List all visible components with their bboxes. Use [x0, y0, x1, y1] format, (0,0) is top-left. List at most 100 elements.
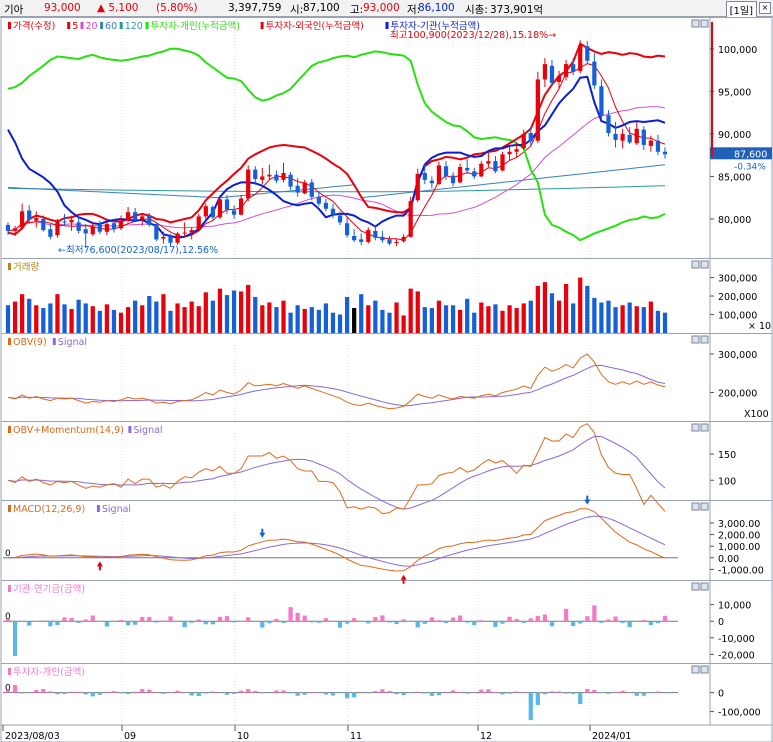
- indiv-bar: [500, 692, 505, 695]
- inst-bar: [500, 621, 505, 624]
- candle: [182, 232, 187, 234]
- close-icon[interactable]: ×: [759, 2, 771, 14]
- candle: [352, 235, 357, 241]
- stock-name: 기아: [4, 4, 24, 16]
- price-y-tick: 80,000: [718, 215, 751, 226]
- volume-bar: [140, 305, 145, 333]
- candle: [210, 207, 215, 218]
- inst-bar: [330, 621, 336, 622]
- price-close-button: [700, 19, 709, 28]
- inst-bar: [578, 621, 583, 624]
- macd-sell-arrow-icon: [584, 495, 591, 505]
- obv-unit: X100: [744, 409, 769, 420]
- price-legend-label: 투자자-외국인(누적금액): [266, 20, 364, 32]
- candle: [571, 64, 576, 72]
- indiv-bar: [20, 692, 25, 694]
- candle: [27, 210, 32, 220]
- volume-bar: [309, 307, 314, 333]
- indiv-bar: [662, 692, 668, 694]
- inst-bar: [27, 621, 32, 626]
- indiv-bar: [585, 688, 590, 693]
- obvm-y-tick: 150: [718, 450, 736, 461]
- current-price: 93,000: [44, 2, 81, 14]
- inst-bar: [55, 621, 60, 625]
- candle: [253, 169, 258, 179]
- x-axis-label: 11: [350, 731, 362, 742]
- inst-bar: [154, 621, 159, 623]
- volume-bar: [111, 309, 117, 333]
- candle: [147, 215, 152, 225]
- candle: [323, 202, 329, 209]
- open-value: 87,100: [303, 2, 340, 14]
- candle: [69, 219, 74, 223]
- inst-bar: [104, 621, 110, 627]
- inst-bar: [549, 621, 555, 627]
- price-y-tick: 85,000: [718, 172, 751, 183]
- stock-chart[interactable]: 2023/08/03 09 10 11 12 2024/01 100,000 95,000 90…: [0, 17, 773, 742]
- candle: [641, 129, 646, 145]
- inst-bar: [196, 619, 201, 622]
- indiv-bar: [90, 692, 95, 697]
- price-legend-swatch: [8, 22, 11, 29]
- volume-bar: [465, 298, 470, 333]
- volume-bar: [118, 312, 124, 333]
- price-legend-label: 5: [72, 21, 78, 32]
- macd-buy-arrow-icon: [96, 561, 103, 571]
- inst-y-tick: -10,000: [718, 634, 755, 645]
- indiv-bar: [450, 690, 456, 693]
- indiv-bar: [366, 692, 371, 694]
- candle: [154, 224, 159, 240]
- volume-bar: [224, 295, 230, 333]
- inst-bar: [337, 621, 343, 628]
- inst-bar: [606, 619, 611, 622]
- volume-bar: [168, 310, 173, 333]
- current-price-label: 87,600: [734, 149, 767, 160]
- volume-bar: [394, 302, 399, 333]
- indiv-bar: [436, 692, 442, 696]
- candle: [578, 45, 583, 71]
- inst-bar: [479, 620, 484, 622]
- indiv-bar: [479, 689, 484, 693]
- indiv-bar: [295, 692, 300, 696]
- volume-bar: [500, 310, 505, 333]
- inst-bar: [436, 620, 442, 622]
- obvm-line: [7, 423, 666, 515]
- timeframe-selector[interactable]: [1일]: [725, 1, 757, 18]
- inst-bar: [48, 621, 53, 627]
- candle: [309, 182, 314, 197]
- inst-bar: [224, 616, 230, 622]
- candle: [634, 128, 639, 144]
- price-legend-label: 투자자-기관(누적금액): [391, 20, 481, 32]
- volume-bar: [592, 297, 597, 333]
- indiv-bar: [196, 692, 201, 697]
- candle: [5, 224, 11, 231]
- volume-bar: [97, 310, 102, 333]
- candle: [62, 221, 67, 223]
- inst-bar: [125, 621, 131, 626]
- volume-bar: [189, 301, 194, 333]
- volume-y-tick: 100,000: [718, 311, 757, 322]
- inst-bar: [429, 617, 434, 622]
- inst-legend-label: 기관-연기금(금액): [13, 583, 85, 595]
- volume-bar: [387, 312, 392, 333]
- indiv-bar: [203, 692, 208, 694]
- mcap-label: 시총:: [465, 4, 488, 16]
- indiv-bar: [563, 692, 569, 694]
- inst-y-tick: -20,000: [718, 650, 755, 661]
- candle: [422, 173, 427, 180]
- price-legend-swatch: [100, 22, 104, 29]
- volume-bar: [316, 309, 321, 333]
- candle: [599, 86, 604, 117]
- candle: [443, 166, 449, 177]
- volume-bar: [634, 306, 639, 333]
- indiv-bar: [373, 691, 378, 693]
- inst-bar: [147, 616, 152, 622]
- price-legend-swatch: [385, 22, 389, 29]
- volume-bar: [486, 306, 491, 333]
- obvm-legend-swatch: [8, 426, 11, 433]
- candle: [267, 174, 272, 177]
- low-annotation: ←최저76,600(2023/08/17),12.56%: [58, 245, 218, 256]
- indiv-bar: [486, 689, 491, 693]
- indiv-bar: [429, 692, 434, 696]
- indiv-legend-swatch: [8, 668, 11, 675]
